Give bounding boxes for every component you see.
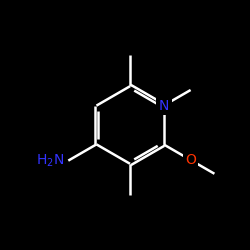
Text: $\mathregular{H_2N}$: $\mathregular{H_2N}$ bbox=[36, 152, 64, 169]
Text: N: N bbox=[158, 98, 169, 112]
Text: O: O bbox=[185, 153, 196, 167]
